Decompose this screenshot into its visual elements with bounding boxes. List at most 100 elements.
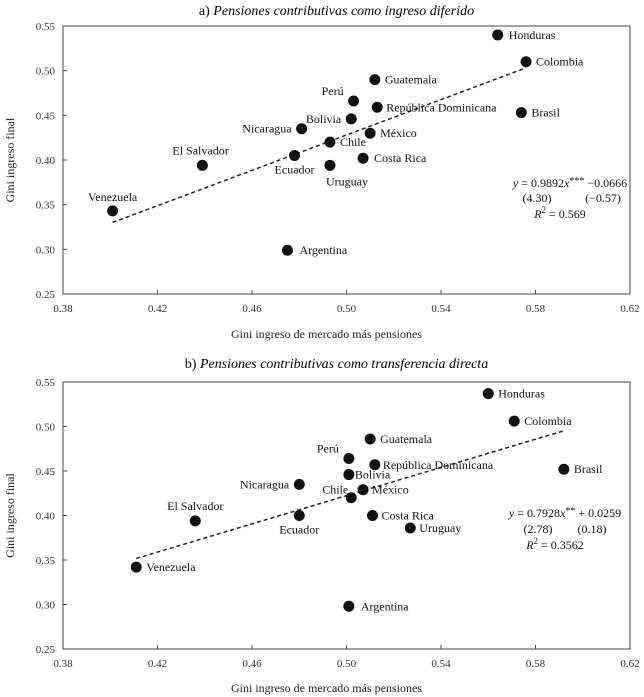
y-axis-label: Gini ingreso final <box>3 117 17 202</box>
data-point <box>196 159 208 171</box>
data-point <box>348 95 360 107</box>
data-point <box>508 415 520 427</box>
x-tick-label: 0.62 <box>620 658 639 670</box>
coef-tstat: (2.78) <box>524 522 553 536</box>
point-label: México <box>372 483 409 497</box>
data-point <box>364 127 376 139</box>
data-point <box>130 561 142 573</box>
data-point <box>369 74 381 86</box>
y-tick-label: 0.45 <box>36 466 56 478</box>
trendline <box>112 67 527 224</box>
data-point <box>189 515 201 527</box>
point-label: Ecuador <box>275 163 315 177</box>
coef-tstat: (4.30) <box>523 191 552 205</box>
y-tick-label: 0.40 <box>36 511 56 523</box>
x-tick-label: 0.62 <box>620 303 639 315</box>
point-label: Uruguay <box>419 521 461 535</box>
trendline <box>136 430 565 560</box>
x-tick-label: 0.42 <box>148 658 167 670</box>
x-tick-label: 0.50 <box>337 658 357 670</box>
point-label: Chile <box>322 483 348 497</box>
x-tick-label: 0.38 <box>53 658 73 670</box>
regression-equation: y = 0.7928x** + 0.0259 <box>508 506 621 520</box>
point-label: Argentina <box>361 599 409 613</box>
point-label: Costa Rica <box>374 151 427 165</box>
y-tick-label: 0.50 <box>36 422 56 434</box>
y-tick-label: 0.25 <box>36 289 56 301</box>
regression-equation: y = 0.9892x*** −0.0666 <box>512 176 627 190</box>
point-label: República Dominicana <box>386 100 497 114</box>
y-tick-label: 0.25 <box>36 644 56 656</box>
r-squared: R2 = 0.3562 <box>525 536 584 552</box>
x-tick-label: 0.38 <box>53 303 73 315</box>
intercept-tstat: (−0.57) <box>585 191 621 205</box>
y-axis-label: Gini ingreso final <box>3 473 17 558</box>
data-point <box>293 478 305 490</box>
data-point <box>345 113 357 125</box>
x-tick-label: 0.58 <box>526 303 546 315</box>
data-point <box>371 101 383 113</box>
point-label: Colombia <box>524 414 572 428</box>
x-tick-label: 0.54 <box>431 658 451 670</box>
x-tick-label: 0.50 <box>337 303 357 315</box>
point-label: Venezuela <box>146 560 196 574</box>
point-label: Bolivia <box>355 468 391 482</box>
data-point <box>293 510 305 521</box>
y-tick-label: 0.35 <box>36 555 56 567</box>
data-point <box>324 159 336 171</box>
point-label: Guatemala <box>380 432 433 446</box>
data-point <box>558 463 570 475</box>
data-point <box>345 492 357 504</box>
data-point <box>364 433 376 445</box>
y-tick-label: 0.55 <box>36 377 56 389</box>
data-point <box>289 150 301 162</box>
point-label: Honduras <box>509 28 556 42</box>
point-label: Colombia <box>536 55 584 69</box>
y-tick-label: 0.30 <box>36 600 56 612</box>
point-label: Nicaragua <box>242 122 292 136</box>
y-tick-label: 0.35 <box>36 200 56 212</box>
data-point <box>515 107 527 119</box>
data-point <box>343 600 355 612</box>
point-label: Perú <box>322 84 344 98</box>
point-label: Guatemala <box>385 73 438 87</box>
data-point <box>357 484 369 496</box>
data-point <box>343 469 355 481</box>
point-label: Honduras <box>498 387 545 401</box>
point-label: Costa Rica <box>381 509 434 523</box>
point-label: Venezuela <box>88 190 138 204</box>
point-label: República Dominicana <box>383 458 494 472</box>
point-label: Argentina <box>299 243 347 257</box>
chart-title: b) Pensiones contributivas como transfer… <box>185 357 488 372</box>
intercept-tstat: (0.18) <box>578 522 607 536</box>
chart-title: a) Pensiones contributivas como ingreso … <box>199 4 474 19</box>
x-axis-label: Gini ingreso de mercado más pensiones <box>231 327 422 341</box>
x-tick-label: 0.46 <box>242 658 262 670</box>
r-squared: R2 = 0.569 <box>533 205 586 221</box>
x-tick-label: 0.42 <box>148 303 167 315</box>
y-tick-label: 0.45 <box>36 110 56 122</box>
x-tick-label: 0.54 <box>431 303 451 315</box>
point-label: Uruguay <box>326 174 368 188</box>
data-point <box>520 56 532 68</box>
y-tick-label: 0.55 <box>36 21 56 33</box>
point-label: El Salvador <box>167 499 223 513</box>
point-label: Bolivia <box>306 112 342 126</box>
x-tick-label: 0.46 <box>242 303 262 315</box>
data-point <box>343 453 355 465</box>
y-tick-label: 0.30 <box>36 244 56 256</box>
point-label: Perú <box>317 442 339 456</box>
data-point <box>281 244 293 256</box>
point-label: Nicaragua <box>240 477 290 491</box>
data-point <box>404 522 416 534</box>
point-label: Brasil <box>531 106 560 120</box>
point-label: Chile <box>340 135 366 149</box>
data-point <box>369 459 381 471</box>
data-point <box>492 29 504 41</box>
data-point <box>324 136 336 148</box>
point-label: México <box>380 126 417 140</box>
data-point <box>366 510 378 521</box>
point-label: Ecuador <box>279 523 319 537</box>
point-label: El Salvador <box>172 143 228 157</box>
